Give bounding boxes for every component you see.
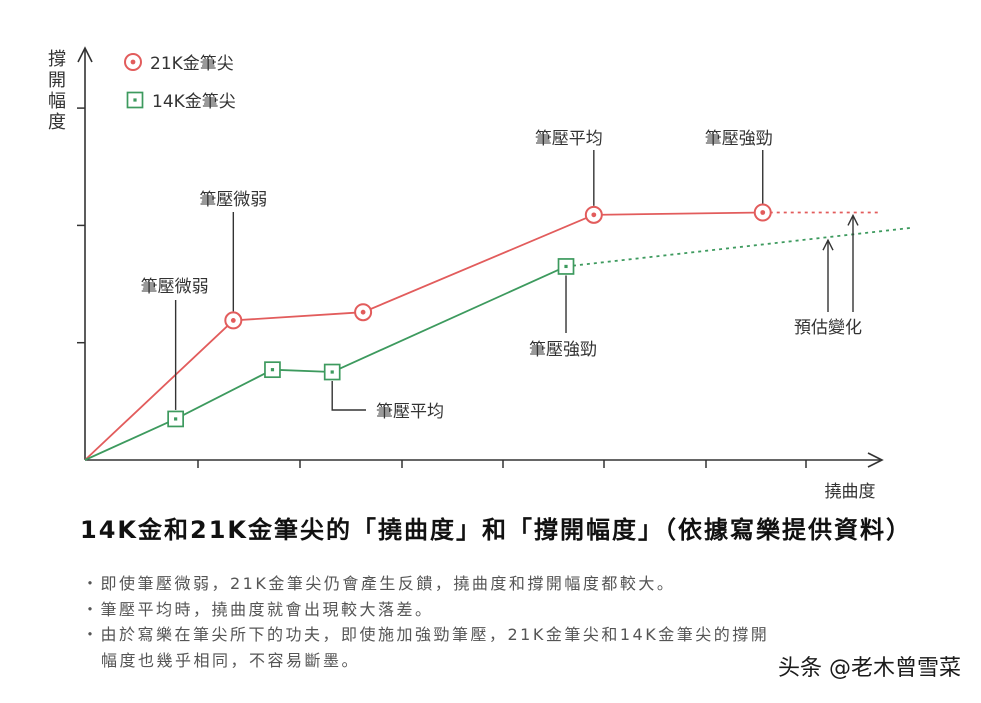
- annotation-label: 筆壓強勁: [705, 129, 773, 149]
- square-marker-dot: [133, 98, 137, 102]
- data-point: [224, 311, 243, 330]
- arrow-up-icon: [847, 213, 859, 226]
- data-point: [323, 363, 341, 381]
- note-line: ・筆壓平均時，撓曲度就會出現較大落差。: [82, 599, 434, 619]
- legend-item-21k: [124, 53, 142, 71]
- y-axis-arrowhead: [77, 46, 93, 63]
- square-marker-dot: [564, 264, 568, 269]
- data-point: [753, 203, 772, 222]
- annotation: 筆壓平均: [535, 129, 603, 206]
- legend-marker: [124, 53, 142, 71]
- circle-marker-dot: [360, 309, 366, 315]
- annotation: 筆壓微弱: [141, 277, 209, 410]
- series-markers: [167, 203, 772, 428]
- annotation-label: 筆壓平均: [535, 129, 603, 149]
- square-marker-dot: [330, 370, 334, 374]
- x-axis-label: 撓曲度: [825, 482, 876, 502]
- watermark: 头条 @老木曾雪菜: [778, 656, 961, 681]
- annotation-label: 筆壓平均: [376, 402, 444, 422]
- series-lines: [84, 211, 913, 461]
- annotation: 筆壓平均: [331, 381, 444, 422]
- data-point: [584, 205, 603, 224]
- legend-marker: [126, 91, 144, 109]
- chart-legend: 21K金筆尖 14K金筆尖: [124, 53, 236, 112]
- annotation-leader: [331, 381, 366, 411]
- arrow-up-icon: [822, 238, 834, 251]
- annotation: 筆壓強勁: [529, 275, 597, 360]
- series-line-0: [84, 211, 763, 461]
- legend-item-14k: [126, 91, 144, 109]
- annotation-label: 筆壓微弱: [199, 190, 267, 210]
- projection-arrow: [847, 213, 859, 312]
- figure-title: 14K金和21K金筆尖的「撓曲度」和「撐開幅度」（依據寫樂提供資料）: [80, 516, 912, 544]
- projected-line-1: [565, 226, 913, 268]
- data-point: [264, 361, 281, 379]
- projection-label: 預估變化: [794, 318, 862, 338]
- legend-label-21k: 21K金筆尖: [150, 54, 234, 74]
- data-point: [557, 258, 575, 275]
- circle-marker-dot: [230, 318, 236, 323]
- note-line-continuation: 幅度也幾乎相同，不容易斷墨。: [101, 650, 361, 670]
- data-point: [354, 303, 373, 322]
- circle-marker-dot: [591, 212, 597, 218]
- circle-marker-dot: [760, 210, 766, 215]
- y-axis-label: 撐開幅度: [45, 49, 66, 133]
- x-axis-arrowhead: [867, 452, 884, 468]
- annotation-label: 筆壓強勁: [529, 340, 597, 360]
- square-marker-dot: [270, 368, 275, 372]
- circle-marker-dot: [130, 59, 136, 65]
- data-point: [167, 410, 184, 428]
- chart-axes: [77, 46, 884, 468]
- note-line: ・由於寫樂在筆尖所下的功夫，即使施加強勁筆壓，21K金筆尖和14K金筆尖的撐開: [82, 625, 770, 644]
- annotation: 筆壓強勁: [705, 129, 773, 204]
- annotation-label: 筆壓微弱: [141, 277, 209, 297]
- square-marker-dot: [174, 417, 178, 421]
- note-line: ・即使筆壓微弱，21K金筆尖仍會產生反饋，撓曲度和撐開幅度都較大。: [82, 574, 676, 593]
- legend-label-14k: 14K金筆尖: [152, 92, 236, 112]
- annotation: 筆壓微弱: [199, 190, 267, 312]
- projection-arrow: [822, 238, 834, 312]
- notes-list: ・即使筆壓微弱，21K金筆尖仍會產生反饋，撓曲度和撐開幅度都較大。 ・筆壓平均時…: [82, 571, 769, 673]
